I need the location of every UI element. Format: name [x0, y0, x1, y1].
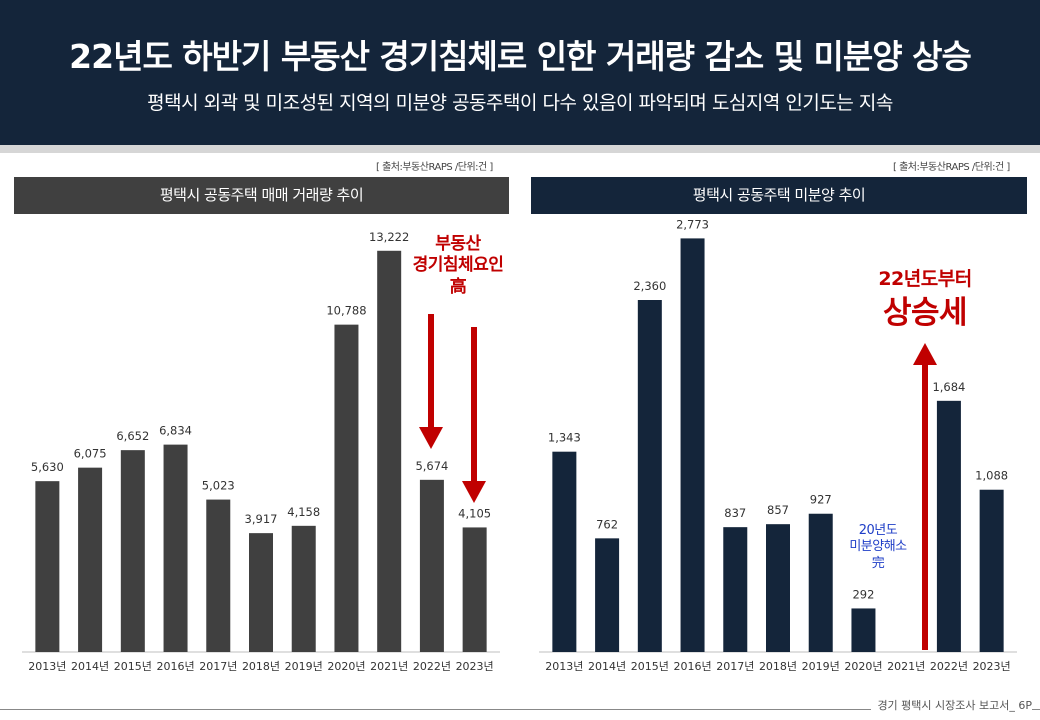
- right-bar: [979, 489, 1004, 652]
- right-bar: [851, 608, 876, 652]
- footer-divider: [0, 709, 1040, 710]
- left-annotation: 부동산 경기침체요인 高: [395, 234, 521, 298]
- left-annotation-line-1: 부동산: [435, 234, 481, 254]
- right-bar: [723, 527, 748, 652]
- right-tick-label: 2013년: [545, 660, 583, 673]
- red-annotation-line-2: 상승세: [882, 294, 968, 331]
- right-tick-label: 2020년: [844, 660, 882, 673]
- right-tick-label: 2015년: [631, 660, 669, 673]
- left-bar: [163, 444, 188, 652]
- left-data-label: 6,834: [159, 424, 192, 438]
- left-bar: [78, 467, 103, 652]
- right-bar: [637, 300, 662, 652]
- page-subtitle: 평택시 외곽 및 미조성된 지역의 미분양 공동주택이 다수 있음이 파악되며 …: [147, 92, 893, 114]
- up-arrow-rising: [913, 343, 937, 650]
- right-data-label: 1,684: [932, 380, 965, 394]
- left-bar: [291, 525, 316, 652]
- right-bar: [595, 538, 620, 652]
- right-data-label: 927: [810, 493, 832, 507]
- left-bar: [249, 533, 273, 652]
- red-annotation-line-1: 22년도부터: [878, 268, 972, 290]
- page-title: 22년도 하반기 부동산 경기침체로 인한 거래량 감소 및 미분양 상승: [69, 37, 972, 76]
- right-data-label: 1,088: [975, 469, 1008, 483]
- left-bar: [462, 527, 487, 652]
- left-tick-label: 2017년: [199, 660, 237, 673]
- left-data-label: 13,222: [369, 230, 409, 244]
- right-data-label: 2,360: [633, 279, 666, 293]
- blue-annotation-line-2: 미분양해소: [849, 539, 907, 555]
- right-bar: [552, 451, 577, 652]
- left-data-label: 5,674: [415, 459, 448, 473]
- left-tick-label: 2014년: [71, 660, 109, 673]
- left-bar: [419, 479, 444, 652]
- right-bar: [766, 524, 790, 652]
- down-arrow-2023: [462, 327, 486, 503]
- left-bar: [334, 324, 359, 652]
- left-bar: [206, 499, 231, 652]
- left-data-label: 6,652: [116, 429, 149, 443]
- left-data-label: 5,023: [202, 479, 235, 493]
- left-bar: [35, 481, 60, 652]
- header-divider: [0, 145, 1040, 153]
- right-bar: [936, 400, 961, 652]
- blue-annotation-line-1: 20년도: [858, 523, 898, 538]
- right-tick-label: 2014년: [588, 660, 626, 673]
- left-data-label: 6,075: [74, 447, 107, 461]
- left-tick-label: 2013년: [28, 660, 66, 673]
- left-chart-source: [ 출처:부동산RAPS /단위:건 ]: [376, 162, 493, 173]
- left-data-label: 4,158: [287, 505, 320, 519]
- left-tick-label: 2016년: [156, 660, 194, 673]
- down-arrow-2022: [419, 314, 443, 449]
- right-data-label: 857: [767, 503, 789, 517]
- left-tick-label: 2018년: [242, 660, 280, 673]
- right-tick-label: 2023년: [973, 660, 1011, 673]
- right-red-annotation: 22년도부터 상승세: [855, 268, 995, 333]
- footer-text: 경기 평택시 시장조사 보고서_ 6P: [871, 697, 1032, 713]
- left-data-label: 4,105: [458, 506, 491, 520]
- left-annotation-line-3: 高: [449, 276, 467, 297]
- right-data-label: 292: [852, 587, 874, 601]
- left-tick-label: 2015년: [114, 660, 152, 673]
- right-bar-chart: 1,343 2013년 762 2014년 2,360 2015년 2,773 2016년 83…: [539, 217, 1017, 673]
- left-data-label: 5,630: [31, 460, 64, 474]
- right-data-label: 1,343: [548, 431, 581, 445]
- right-bar: [680, 238, 705, 652]
- left-tick-label: 2023년: [456, 660, 494, 673]
- right-tick-label: 2022년: [930, 660, 968, 673]
- left-bar: [120, 450, 145, 652]
- right-tick-label: 2017년: [716, 660, 754, 673]
- left-data-label: 3,917: [245, 512, 278, 526]
- right-data-label: 2,773: [676, 217, 709, 231]
- right-tick-label: 2016년: [673, 660, 711, 673]
- left-chart-title: 평택시 공동주택 매매 거래량 추이: [14, 177, 509, 214]
- right-bar: [808, 513, 833, 652]
- right-tick-label: 2019년: [802, 660, 840, 673]
- left-data-label: 10,788: [326, 304, 366, 318]
- blue-annotation-line-3: 完: [871, 555, 885, 571]
- right-tick-label: 2021년: [887, 660, 925, 673]
- left-tick-label: 2020년: [327, 660, 365, 673]
- left-annotation-line-2: 경기침체요인: [412, 255, 504, 276]
- left-tick-label: 2022년: [413, 660, 451, 673]
- left-tick-label: 2019년: [285, 660, 323, 673]
- left-bar: [377, 250, 402, 652]
- right-blue-annotation: 20년도 미분양해소 完: [830, 523, 926, 572]
- right-data-label: 837: [724, 506, 746, 520]
- left-tick-label: 2021년: [370, 660, 408, 673]
- left-bar-chart: 5,630 2013년 6,075 2014년 6,652 2015년 6,834 2016년…: [22, 230, 500, 673]
- header-banner: 22년도 하반기 부동산 경기침체로 인한 거래량 감소 및 미분양 상승 평택…: [0, 0, 1040, 145]
- right-tick-label: 2018년: [759, 660, 797, 673]
- right-data-label: 762: [596, 517, 618, 531]
- right-chart-title: 평택시 공동주택 미분양 추이: [531, 177, 1027, 214]
- right-chart-source: [ 출처:부동산RAPS /단위:건 ]: [893, 162, 1010, 173]
